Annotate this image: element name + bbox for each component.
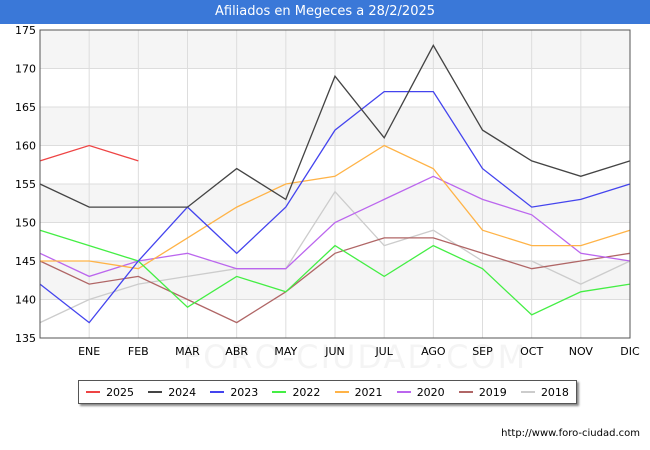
legend-swatch bbox=[272, 391, 287, 393]
plot-border bbox=[39, 29, 631, 339]
series-line-2024 bbox=[39, 44, 631, 208]
y-tick-label: 135 bbox=[15, 332, 36, 345]
series-line-2021 bbox=[40, 144, 631, 270]
legend-item-2023: 2023 bbox=[210, 386, 258, 399]
series-line-2018 bbox=[39, 190, 631, 324]
x-tick-label: FEB bbox=[128, 345, 149, 358]
y-tick-label: 155 bbox=[15, 178, 36, 191]
y-tick-label: 140 bbox=[15, 294, 36, 307]
x-tick-label: ABR bbox=[225, 345, 248, 358]
y-tick-label: 175 bbox=[15, 24, 36, 37]
y-tick-label: 165 bbox=[15, 101, 36, 114]
legend-item-2021: 2021 bbox=[334, 385, 383, 399]
legend-swatch bbox=[210, 391, 225, 393]
x-tick-label: MAR bbox=[175, 345, 200, 358]
x-tick-label: MAY bbox=[274, 345, 297, 358]
watermark: FORO-CIUDAD.COM bbox=[183, 338, 528, 376]
legend-swatch bbox=[334, 391, 349, 393]
legend-label: 2025 bbox=[106, 385, 135, 399]
legend: 2025 2024 2023 2022 2021 2020 2019 2018 bbox=[78, 380, 577, 404]
chart-title: Afiliados en Megeces a 28/2/2025 bbox=[0, 0, 650, 24]
series-line-2019 bbox=[39, 237, 631, 324]
series-line-2025 bbox=[39, 144, 139, 162]
legend-label: 2018 bbox=[540, 385, 569, 399]
x-tick-label: AGO bbox=[421, 345, 446, 358]
legend-label: 2019 bbox=[478, 385, 507, 399]
y-tick-label: 145 bbox=[15, 255, 36, 268]
series-line-2023 bbox=[39, 90, 631, 324]
x-tick-label: NOV bbox=[569, 345, 594, 358]
legend-label: 2024 bbox=[168, 385, 197, 399]
legend-swatch bbox=[520, 391, 535, 393]
legend-label: 2023 bbox=[230, 385, 259, 399]
legend-item-2024: 2024 bbox=[148, 386, 196, 399]
legend-label: 2022 bbox=[292, 385, 321, 399]
x-tick-label: SEP bbox=[472, 345, 493, 358]
legend-item-2018: 2018 bbox=[520, 385, 569, 399]
legend-label: 2020 bbox=[416, 385, 445, 399]
legend-swatch bbox=[396, 391, 411, 393]
legend-item-2019: 2019 bbox=[458, 385, 507, 399]
y-tick-label: 170 bbox=[15, 63, 36, 76]
legend-item-2020: 2020 bbox=[396, 385, 445, 399]
source-url: http://www.foro-ciudad.com bbox=[501, 428, 640, 439]
y-tick-label: 150 bbox=[15, 217, 36, 230]
legend-swatch bbox=[86, 391, 101, 393]
x-tick-label: JUL bbox=[374, 345, 393, 358]
legend-swatch bbox=[458, 391, 473, 393]
legend-item-2025: 2025 bbox=[86, 386, 134, 399]
x-tick-label: DIC bbox=[620, 345, 640, 358]
x-tick-label: JUN bbox=[324, 345, 345, 358]
legend-item-2022: 2022 bbox=[272, 386, 320, 399]
legend-swatch bbox=[148, 391, 163, 393]
y-tick-label: 160 bbox=[15, 140, 36, 153]
x-tick-label: ENE bbox=[78, 345, 100, 358]
x-tick-label: OCT bbox=[520, 345, 543, 358]
legend-label: 2021 bbox=[354, 385, 383, 399]
